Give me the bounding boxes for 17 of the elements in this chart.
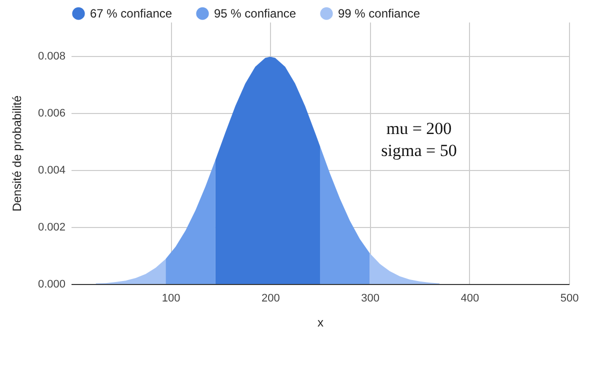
y-tick-label: 0.008 bbox=[38, 50, 66, 63]
y-tick-label: 0.000 bbox=[38, 278, 66, 290]
y-tick-label: 0.004 bbox=[38, 164, 66, 177]
annotation: mu = 200 bbox=[386, 119, 452, 138]
annotation: sigma = 50 bbox=[381, 141, 457, 160]
y-tick-label: 0.002 bbox=[38, 222, 66, 234]
x-tick-label: 200 bbox=[262, 292, 280, 304]
x-tick-label: 300 bbox=[361, 292, 380, 304]
x-tick-label: 100 bbox=[162, 292, 180, 304]
legend-label: 95 % confiance bbox=[214, 6, 296, 21]
x-tick-label: 500 bbox=[560, 292, 579, 304]
x-axis-title: x bbox=[318, 316, 324, 330]
y-tick-label: 0.006 bbox=[38, 108, 66, 120]
x-tick-label: 400 bbox=[460, 292, 480, 304]
y-axis-title: Densité de probabilité bbox=[10, 95, 24, 212]
legend-label: 99 % confiance bbox=[338, 6, 420, 21]
legend-label: 67 % confiance bbox=[90, 6, 172, 21]
